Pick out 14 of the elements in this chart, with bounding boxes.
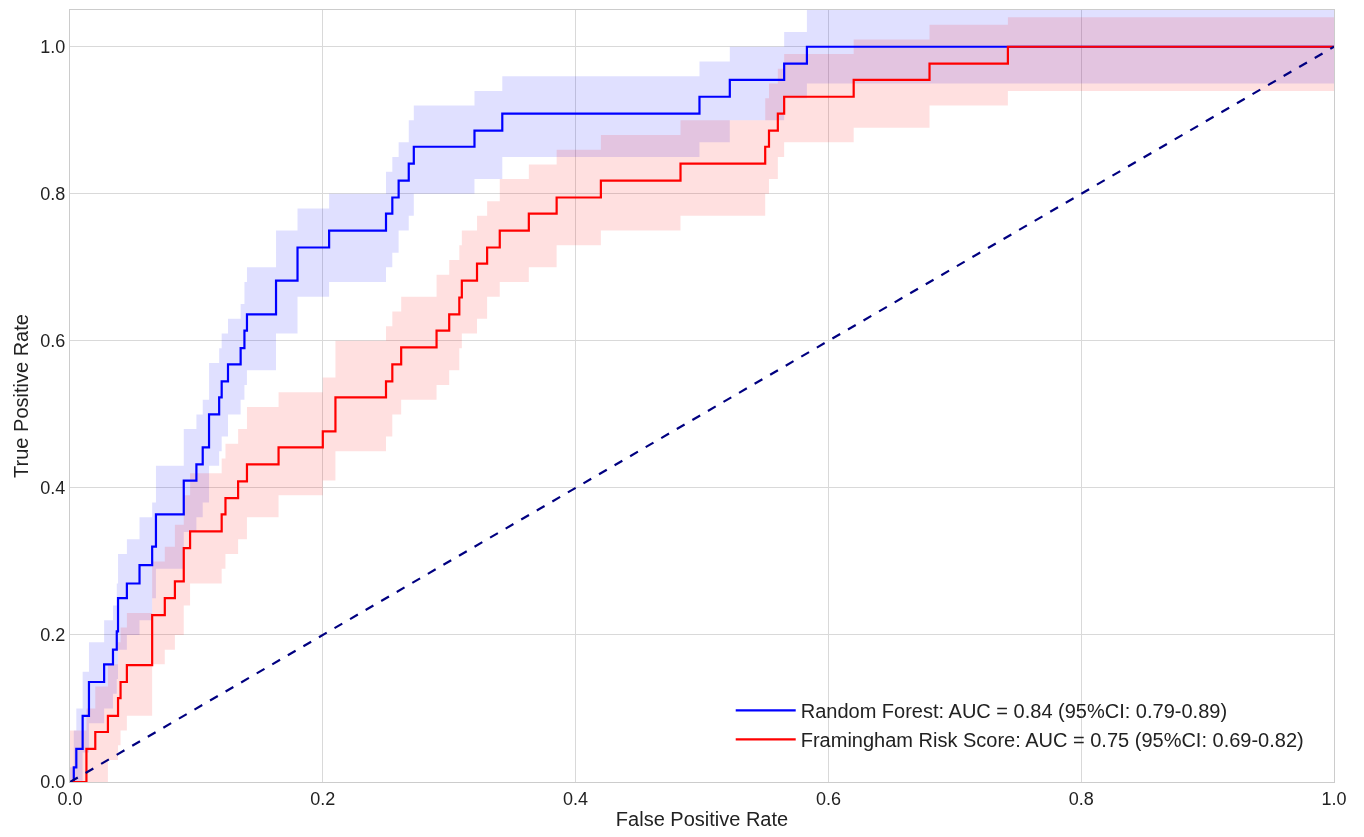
- y-tick-label: 0.8: [40, 184, 66, 205]
- x-tick-label: 1.0: [1321, 788, 1347, 809]
- legend-label: Framingham Risk Score: AUC = 0.75 (95%CI: 0.69-0.82): [800, 729, 1304, 752]
- x-tick-label: 0.2: [310, 788, 336, 809]
- x-tick-label: 0.4: [563, 788, 589, 809]
- y-tick-label: 0.6: [40, 331, 66, 352]
- y-tick-label: 0.2: [40, 625, 66, 646]
- y-axis-title: True Positive Rate: [9, 314, 32, 478]
- x-tick-label: 0.8: [1068, 788, 1094, 809]
- y-tick-label: 0.4: [40, 478, 66, 499]
- x-axis-title: False Positive Rate: [615, 808, 789, 831]
- legend-label: Random Forest: AUC = 0.84 (95%CI: 0.79-0.89): [800, 700, 1228, 723]
- x-tick-label: 0.6: [815, 788, 841, 809]
- y-tick-label: 1.0: [40, 37, 66, 58]
